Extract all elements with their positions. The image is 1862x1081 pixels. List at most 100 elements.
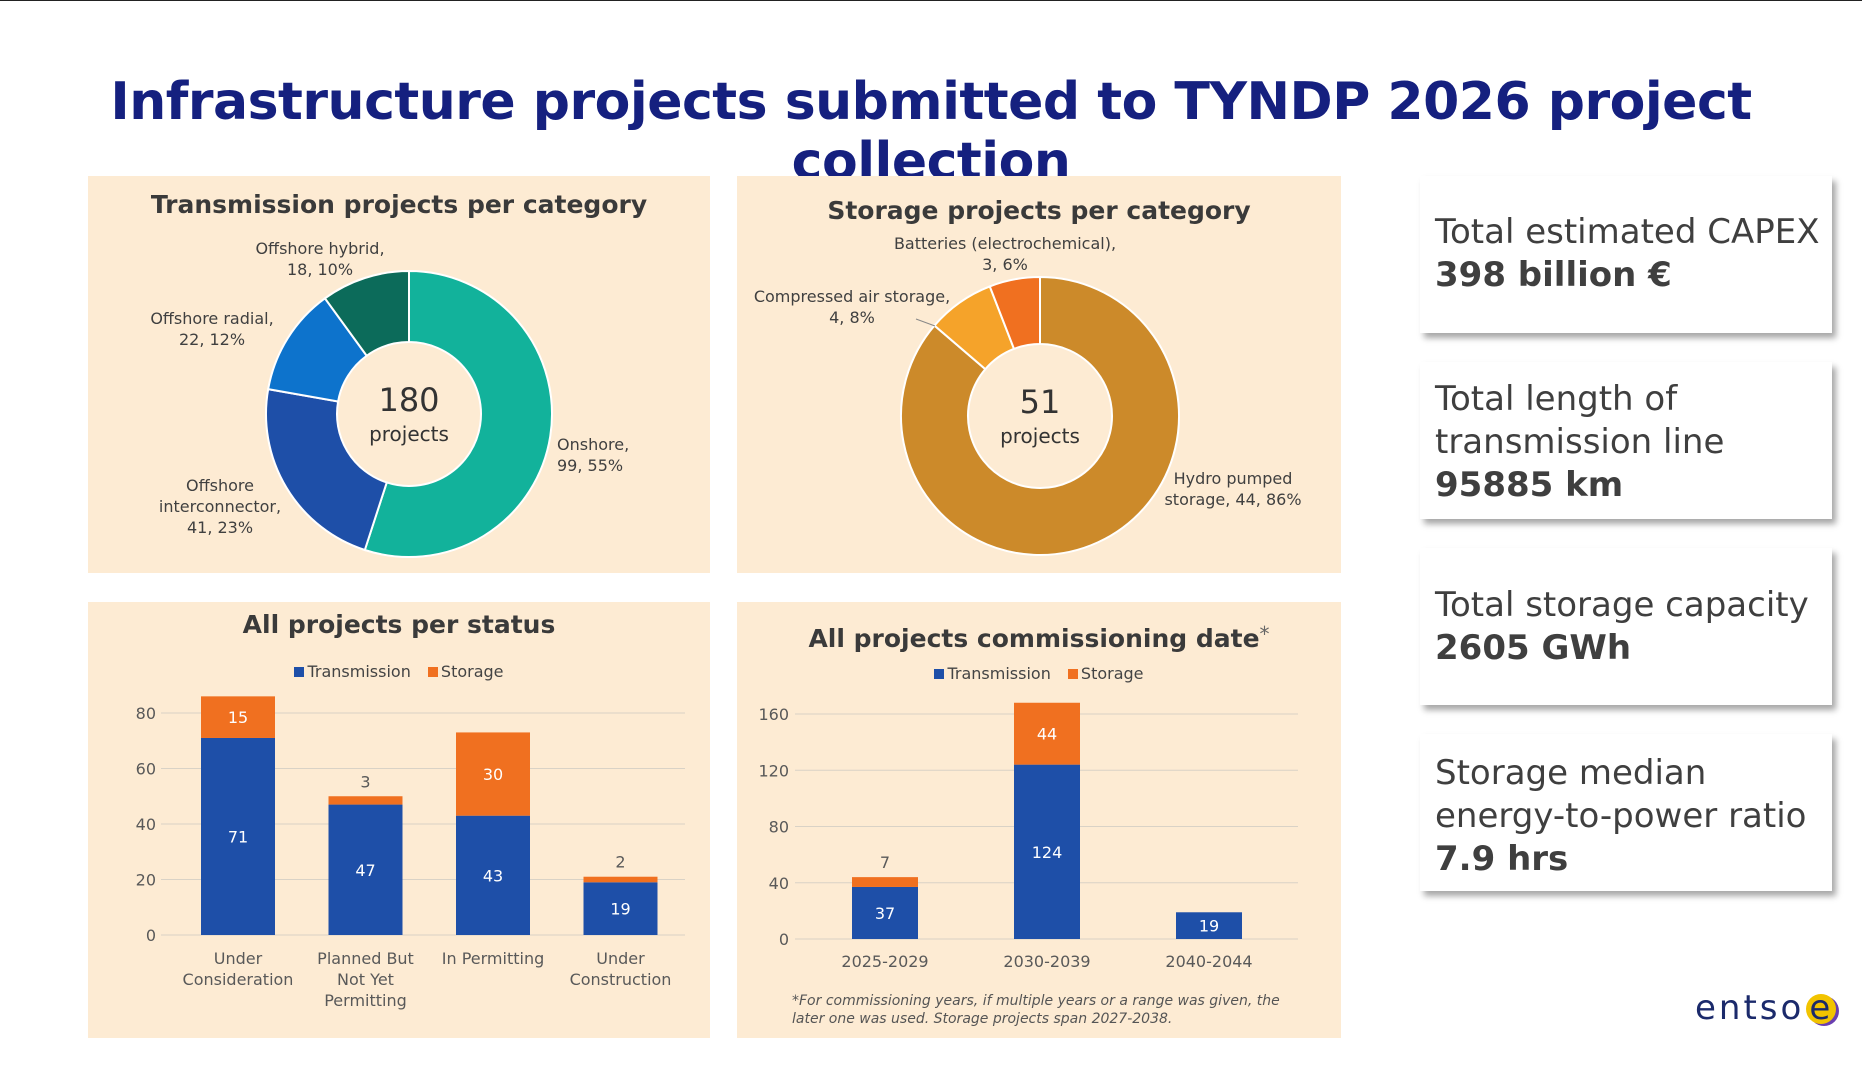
x-category-label: 2025-2029 [841,952,928,971]
data-label: 43 [483,866,503,885]
kpi-value: 7.9 hrs [1435,839,1569,879]
legend-item-transmission: Transmission [934,664,1051,683]
y-tick-label: 40 [769,874,789,893]
chart-title: All projects commissioning date* [808,622,1270,653]
donut-center-label: projects [1000,424,1080,448]
kpi-label: Total length of transmission line [1435,379,1725,462]
bar-segment-transmission [456,815,530,935]
x-category-label: 2030-2039 [1003,952,1090,971]
donut-slice-3 [323,269,410,358]
donut-center-value: 51 [1020,383,1061,421]
data-label: 19 [1199,917,1219,936]
slice-label: Offshore hybrid, [255,239,384,258]
bar-segment-storage [201,696,275,738]
kpi-card-line-length: Total length of transmission line 95885 … [1420,362,1832,519]
leader-line [915,318,936,327]
y-tick-label: 80 [136,704,156,723]
y-tick-label: 40 [136,815,156,834]
slice-label: Onshore, [557,435,629,454]
data-label: 15 [228,708,248,727]
donut-center-label: projects [369,422,449,446]
donut-slice-0 [363,269,553,558]
data-label: 47 [355,861,375,880]
y-tick-label: 60 [136,760,156,779]
page-title: Infrastructure projects submitted to TYN… [110,72,1752,192]
slice-label: 99, 55% [557,456,623,475]
y-tick-label: 0 [146,926,156,945]
slice-label: Batteries (electrochemical), [894,234,1116,253]
slice-label: interconnector, [159,497,281,516]
donut-center-value: 180 [378,381,439,419]
footnote: *For commissioning years, if multiple ye… [792,993,1280,1027]
entsoe-logo: entso e [1695,988,1837,1028]
donut-slice-0 [900,275,1180,556]
donut-slice-2 [988,275,1041,351]
chart-title: All projects per status [242,610,556,639]
bar-segment-storage [328,796,403,805]
x-category-label: Not Yet [337,970,394,989]
slice-label: Hydro pumped [1174,469,1293,488]
data-label: 30 [483,765,503,784]
data-label: 37 [875,904,895,923]
legend-item-storage: Storage [1067,664,1144,683]
kpi-value: 2605 GWh [1435,628,1632,668]
data-label: 19 [610,900,630,919]
slice-label: 18, 10% [287,260,353,279]
slice-label: storage, 44, 86% [1164,490,1301,509]
slice-label: 22, 12% [179,330,245,349]
data-label: 44 [1037,725,1057,744]
bar-segment-storage [583,876,658,883]
chart-title: Transmission projects per category [150,190,648,219]
x-category-label: 2040-2044 [1165,952,1252,971]
kpi-value: 95885 km [1435,465,1624,505]
transmission-category-panel: Transmission projects per category 180 pr… [88,176,710,573]
x-category-label: Construction [570,970,672,989]
bar-segment-transmission [1014,764,1080,939]
commissioning-bar-chart: 0 40 80 120 160 37 7 2025-2029 124 44 2030-2039 19 2… [758,702,1298,971]
bar-segment-transmission [852,886,918,939]
storage-category-panel: Storage projects per category 51 projects… [737,176,1341,573]
data-label: 7 [880,853,890,872]
bar-segment-transmission [1176,912,1242,939]
data-label: 3 [360,772,370,791]
bar-segment-transmission [583,882,658,935]
x-category-label: Planned But [317,949,414,968]
y-tick-label: 160 [758,705,789,724]
bar-segment-transmission [328,804,403,935]
kpi-value: 398 billion € [1435,255,1672,295]
bar-segment-storage [852,877,918,887]
donut-slice-1 [265,388,389,552]
slice-label: 3, 6% [982,255,1028,274]
kpi-label: Storage median energy-to-power ratio [1435,753,1807,836]
legend-item-storage: Storage [427,662,504,681]
x-category-label: Consideration [183,970,294,989]
chart-title: Storage projects per category [827,196,1251,225]
kpi-card-energy-power-ratio: Storage median energy-to-power ratio 7.9… [1420,734,1832,891]
chart-legend: Transmission Storage [737,664,1341,683]
slice-label: Offshore radial, [150,309,273,328]
x-category-label: Under [214,949,263,968]
kpi-card-capex: Total estimated CAPEX 398 billion € [1420,176,1832,333]
data-label: 2 [615,853,625,872]
data-label: 124 [1032,843,1063,862]
legend-item-transmission: Transmission [294,662,411,681]
data-label: 71 [228,827,248,846]
chart-legend: Transmission Storage [88,662,710,681]
x-category-label: Permitting [324,991,407,1010]
x-category-label: Under [596,949,645,968]
slice-label: 41, 23% [187,518,253,537]
transmission-donut-chart: 180 projects Onshore, 99, 55% Offshore interc… [150,239,629,558]
slice-label: 4, 8% [829,308,875,327]
bar-segment-storage [456,732,530,816]
bar-segment-transmission [201,737,275,935]
y-tick-label: 0 [779,930,789,949]
commissioning-bar-panel: All projects commissioning date* Transmi… [737,602,1341,1038]
top-rule [0,0,1862,1]
slice-label: Offshore [186,476,254,495]
logo-e-mark: e [1806,991,1837,1025]
x-category-label: In Permitting [442,949,544,968]
y-tick-label: 120 [758,761,789,780]
kpi-label: Total storage capacity [1435,585,1809,625]
status-bar-panel: All projects per status Transmission Sto… [88,602,710,1038]
title-footnote-mark: * [1259,622,1270,646]
